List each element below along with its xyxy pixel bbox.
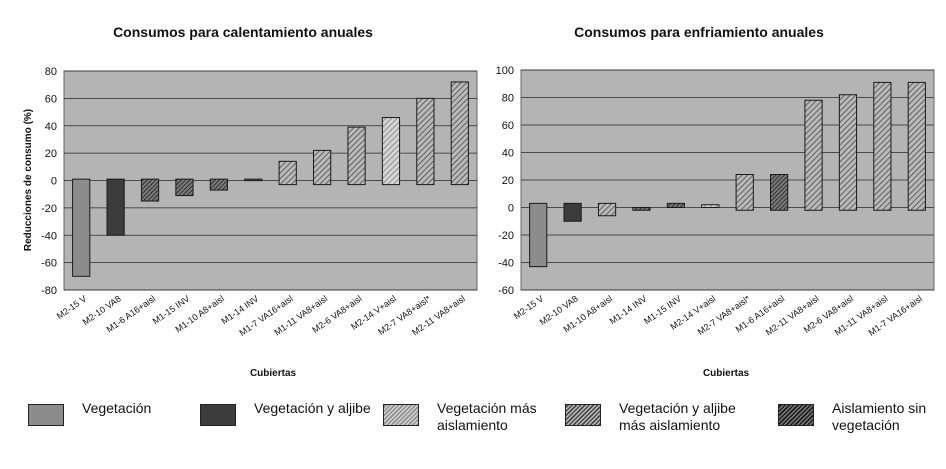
y-tick-label: 80 <box>45 66 57 78</box>
y-tick-label: 0 <box>51 176 57 188</box>
bar-m2-14-v-aisl <box>701 204 720 208</box>
bar-m1-15-inv <box>175 178 194 197</box>
legend-label-vegetacion-aislamiento: Vegetación más aislamiento <box>437 400 537 433</box>
y-tick-label: -40 <box>498 258 514 270</box>
bar-m1-10-a8-aisl <box>597 202 617 217</box>
y-tick-label: 80 <box>502 93 514 105</box>
bar-m2-6-va8-aisl <box>838 94 858 211</box>
y-tick-label: 20 <box>502 175 514 187</box>
charts-canvas: Consumos para calentamiento anuales Redu… <box>23 24 935 379</box>
legend-label-vegetacion-aljibe: Vegetación y aljibe <box>254 400 371 416</box>
bar-m1-11-va8-aisl <box>873 81 892 211</box>
y-tick-label: 60 <box>502 120 514 132</box>
bar-m1-7-va16-aisl <box>278 160 297 186</box>
y-tick-label: 40 <box>502 148 514 160</box>
bar-m1-7-va16-aisl <box>907 81 926 211</box>
legend-item-vegetacion-aislamiento: Vegetación más aislamiento <box>383 400 555 434</box>
y-tick-label: 100 <box>496 65 514 77</box>
legend-item-vegetacion: Vegetación <box>28 400 151 426</box>
heating-x-axis-title: Cubiertas <box>250 368 297 379</box>
cooling-chart-title: Consumos para enfriamiento anuales <box>574 24 824 40</box>
y-tick-label: -20 <box>498 230 514 242</box>
bar-m1-6-a16-aisl <box>770 174 789 211</box>
bar-m1-14-inv <box>244 178 263 182</box>
legend-item-vegetacion-aljibe: Vegetación y aljibe <box>200 400 371 426</box>
y-tick-label: 60 <box>45 93 57 105</box>
bar-m1-11-va8-aisl <box>313 149 332 186</box>
bar-m2-10-va8 <box>106 178 125 236</box>
bar-m2-6-va8-aisl <box>347 126 366 186</box>
y-tick-label: -60 <box>41 258 57 270</box>
bar-m2-15-v <box>529 202 548 268</box>
heating-chart-title: Consumos para calentamiento anuales <box>113 24 373 40</box>
bar-m1-15-inv <box>666 202 685 208</box>
bar-m2-11-va8-aisl <box>804 99 823 211</box>
y-tick-label: -20 <box>41 203 57 215</box>
legend: Vegetación Vegetación y aljibe Vegetació… <box>0 392 946 469</box>
bar-m2-10-va8 <box>563 202 582 222</box>
y-tick-label: -60 <box>498 285 514 297</box>
legend-swatch-vegetacion-aljibe <box>200 404 236 426</box>
cooling-chart: Consumos para enfriamiento anuales Cubie… <box>496 24 935 379</box>
bar-m2-7-va8-aisl <box>735 174 754 211</box>
legend-item-aislamiento-sin-vegetacion: Aislamiento sin vegetación <box>778 400 946 434</box>
legend-swatch-aislamiento-sin-vegetacion <box>778 404 814 426</box>
legend-label-aislamiento-sin-vegetacion: Aislamiento sin vegetación <box>832 400 927 433</box>
legend-swatch-vegetacion-aljibe-aislamiento <box>565 404 601 426</box>
heating-chart: Consumos para calentamiento anuales Redu… <box>23 24 478 379</box>
heating-y-axis-title: Reducciones de consumo (%) <box>23 109 34 251</box>
legend-swatch-vegetacion <box>28 404 64 426</box>
y-tick-label: -80 <box>41 285 57 297</box>
legend-label-vegetacion-aljibe-aislamiento: Vegetación y aljibe más aislamiento <box>619 400 736 433</box>
bar-m1-10-a8-aisl <box>209 178 228 191</box>
bar-m1-6-a16-aisl <box>140 178 160 202</box>
bar-m1-14-inv <box>632 207 651 211</box>
bar-m2-15-v <box>72 178 91 277</box>
category-label: M1-14 INV <box>608 293 649 326</box>
cooling-x-axis-title: Cubiertas <box>703 368 750 379</box>
bar-m2-7-va8-aisl <box>416 97 435 186</box>
bar-m2-11-va8-aisl <box>450 81 469 186</box>
y-tick-label: 40 <box>45 121 57 133</box>
legend-swatch-vegetacion-aislamiento <box>383 404 419 426</box>
y-tick-label: -40 <box>41 230 57 242</box>
y-tick-label: 20 <box>45 148 57 160</box>
y-tick-label: 0 <box>508 203 514 215</box>
legend-item-vegetacion-aljibe-aislamiento: Vegetación y aljibe más aislamiento <box>565 400 737 434</box>
bar-m2-14-v-aisl <box>381 117 401 186</box>
legend-label-vegetacion: Vegetación <box>82 400 152 416</box>
